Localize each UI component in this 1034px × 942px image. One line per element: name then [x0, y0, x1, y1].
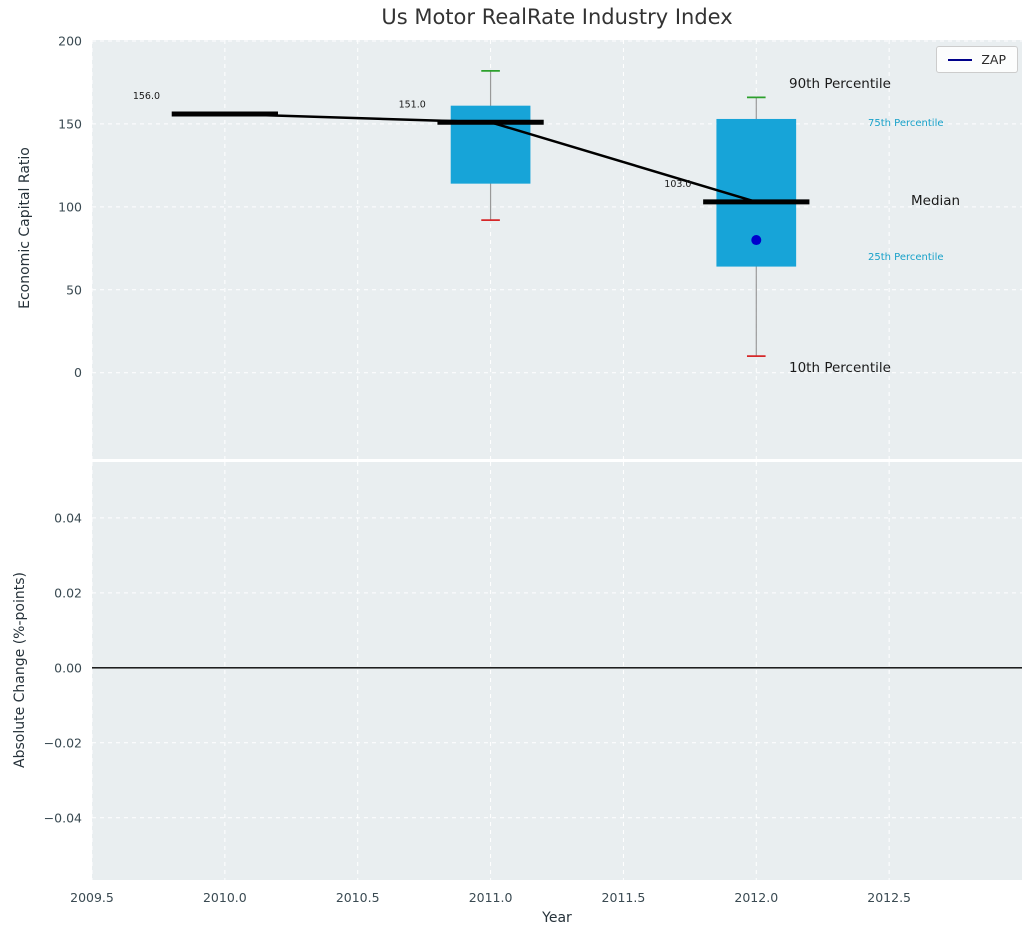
- company-dot-zap: [751, 235, 762, 246]
- y-tick-label: 150: [58, 116, 82, 131]
- x-tick-label: 2011.0: [469, 890, 513, 905]
- annotation-median: Median: [911, 193, 961, 209]
- legend-label: ZAP: [981, 52, 1006, 67]
- x-tick-label: 2012.0: [734, 890, 778, 905]
- annotation-75th-percentile: 75th Percentile: [868, 118, 944, 129]
- y-tick-label: 0.04: [54, 510, 82, 525]
- chart-title: Us Motor RealRate Industry Index: [381, 5, 733, 29]
- y-axis-label-bottom: Absolute Change (%-points): [12, 572, 28, 768]
- median-value-label: 156.0: [133, 91, 160, 102]
- x-tick-label: 2012.5: [867, 890, 911, 905]
- axes-background: [92, 462, 1022, 880]
- x-tick-label: 2009.5: [70, 890, 114, 905]
- y-tick-label: 0.00: [54, 660, 82, 675]
- legend-line-swatch: [948, 58, 973, 61]
- legend: ZAP: [936, 46, 1018, 73]
- y-tick-label: −0.04: [44, 810, 82, 825]
- y-tick-label: 200: [58, 33, 82, 48]
- x-tick-label: 2010.0: [203, 890, 247, 905]
- annotation-10th-percentile: 10th Percentile: [789, 360, 891, 376]
- annotation-25th-percentile: 25th Percentile: [868, 252, 944, 263]
- median-value-label: 103.0: [664, 179, 691, 190]
- median-value-label: 151.0: [399, 99, 426, 110]
- percentile-box: [450, 105, 531, 184]
- x-tick-label: 2011.5: [602, 890, 646, 905]
- y-axis-label-top: Economic Capital Ratio: [17, 147, 33, 309]
- axes-background: [92, 40, 1022, 459]
- y-tick-label: −0.02: [44, 735, 82, 750]
- x-tick-label: 2010.5: [336, 890, 380, 905]
- y-tick-label: 50: [66, 282, 82, 297]
- y-tick-label: 100: [58, 199, 82, 214]
- x-axis-label: Year: [542, 910, 572, 926]
- y-tick-label: 0.02: [54, 585, 82, 600]
- annotation-90th-percentile: 90th Percentile: [789, 76, 891, 92]
- y-tick-label: 0: [74, 365, 82, 380]
